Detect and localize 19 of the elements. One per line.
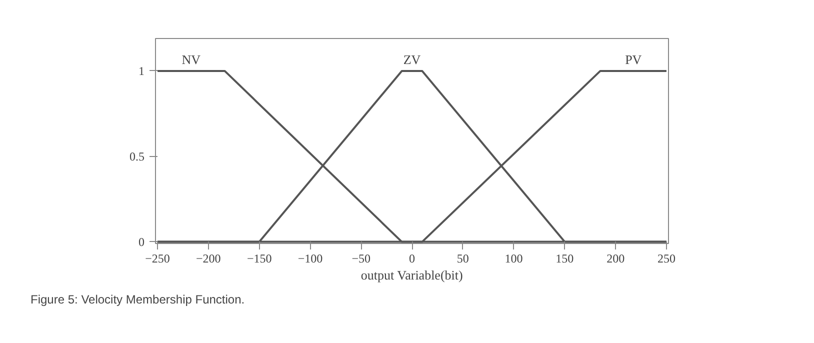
x-tick-label: −100: [298, 252, 323, 266]
series-label: PV: [625, 52, 642, 67]
x-tick-label: 200: [606, 252, 625, 266]
x-tick-label: 100: [504, 252, 523, 266]
series-label: NV: [182, 52, 202, 67]
x-tick-label: 250: [657, 252, 676, 266]
x-axis-title: output Variable(bit): [360, 268, 463, 282]
x-tick-label: −50: [352, 252, 371, 266]
y-tick-label: 0: [138, 234, 144, 249]
x-tick-label: 50: [456, 252, 469, 266]
series-label: ZV: [403, 52, 422, 67]
caption: Figure 5: Velocity Membership Function.: [30, 292, 245, 306]
x-tick-label: −250: [145, 252, 170, 266]
x-tick-label: 150: [556, 252, 574, 266]
y-tick-label: 0.5: [130, 149, 144, 164]
x-tick-label: 0: [409, 252, 415, 266]
x-tick-label: −200: [196, 252, 221, 266]
x-tick-label: −150: [246, 252, 272, 266]
y-tick-label: 1: [138, 64, 144, 78]
